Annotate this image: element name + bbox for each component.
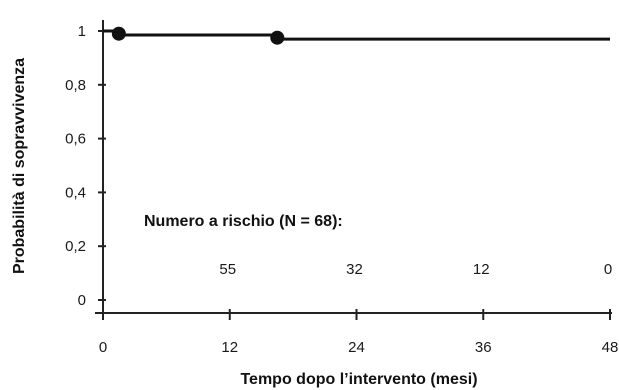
y-tick-label: 0,6 <box>65 131 86 148</box>
y-axis-title: Probabilità di sopravvivenza <box>11 58 28 274</box>
censor-mark <box>111 26 126 41</box>
y-tick-label: 0,2 <box>65 238 86 255</box>
series <box>103 29 610 41</box>
x-axis-title: Tempo dopo l’intervento (mesi) <box>240 371 477 388</box>
risk-table-title: Numero a rischio (N = 68): <box>144 213 343 230</box>
x-tick-label: 12 <box>221 339 238 356</box>
risk-table: 55 32 12 0 <box>219 261 612 278</box>
y-tick-label: 1 <box>78 23 86 40</box>
tick-labels: 0 0,2 0,4 0,6 0,8 1 0 12 24 36 48 <box>65 23 618 356</box>
risk-value: 0 <box>604 261 612 278</box>
survival-curve <box>103 29 610 41</box>
y-tick-label: 0,4 <box>65 184 86 201</box>
risk-value: 32 <box>346 261 363 278</box>
axes <box>95 20 612 320</box>
y-tick-label: 0 <box>78 292 86 309</box>
risk-value: 12 <box>473 261 490 278</box>
y-tick-label: 0,8 <box>65 77 86 94</box>
x-tick-label: 48 <box>602 339 619 356</box>
x-tick-label: 36 <box>475 339 492 356</box>
risk-value: 55 <box>219 261 236 278</box>
x-tick-label: 24 <box>348 339 365 356</box>
censor-marks <box>111 26 285 45</box>
censor-mark <box>270 30 285 45</box>
x-tick-label: 0 <box>99 339 107 356</box>
